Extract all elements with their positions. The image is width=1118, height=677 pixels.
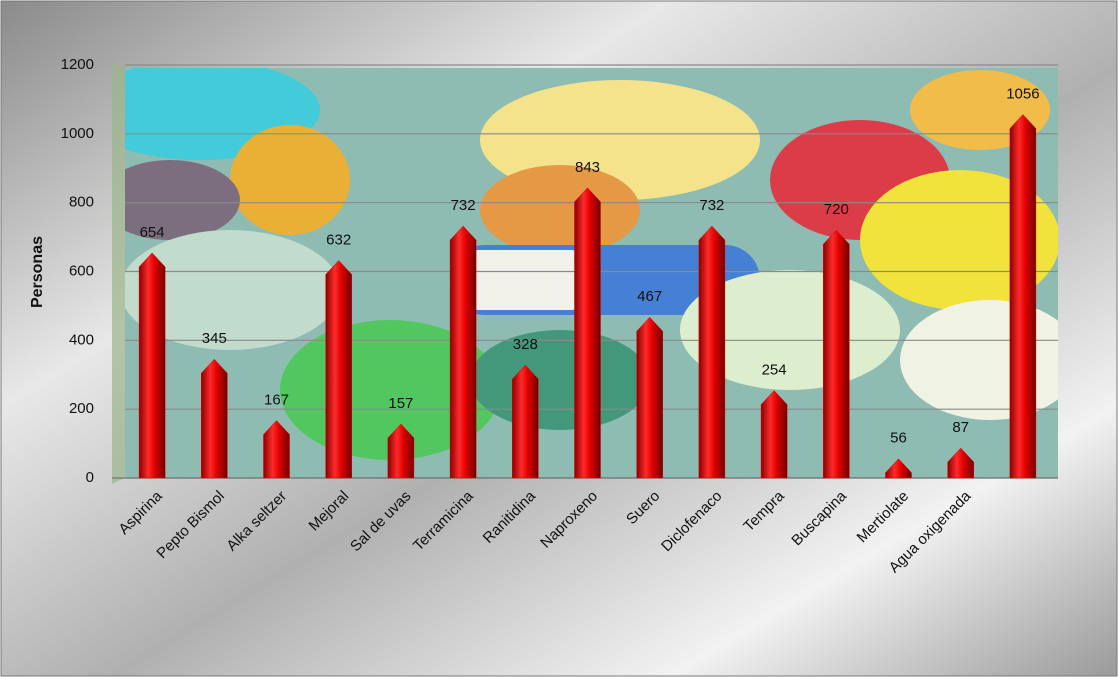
plot-side-wall <box>112 62 125 484</box>
data-label: 328 <box>513 336 538 353</box>
data-label: 467 <box>637 288 662 305</box>
data-label: 345 <box>202 330 227 347</box>
y-tick-label: 600 <box>69 262 94 279</box>
bar <box>947 447 974 479</box>
data-label: 632 <box>326 231 351 248</box>
y-axis-label: Personas <box>29 236 46 308</box>
bar <box>138 252 166 479</box>
bar <box>201 358 228 479</box>
bar <box>263 420 290 479</box>
y-tick-label: 400 <box>69 331 94 348</box>
data-label: 720 <box>824 201 849 218</box>
y-tick-label: 0 <box>86 469 94 486</box>
data-label: 167 <box>264 391 289 408</box>
data-label: 254 <box>762 362 787 379</box>
data-label: 732 <box>699 197 724 214</box>
bar <box>325 260 352 479</box>
y-tick-label: 200 <box>69 400 94 417</box>
data-label: 732 <box>451 197 476 214</box>
data-label: 157 <box>388 395 413 412</box>
data-label: 56 <box>890 430 907 447</box>
data-label: 654 <box>140 224 165 241</box>
data-label: 87 <box>952 419 969 436</box>
bar <box>574 187 601 479</box>
y-tick-label: 1000 <box>61 125 94 142</box>
bar <box>885 458 912 479</box>
data-label: 843 <box>575 159 600 176</box>
bar <box>449 225 477 479</box>
y-tick-label: 800 <box>69 194 94 211</box>
bar <box>387 423 415 479</box>
bar <box>512 364 539 479</box>
y-tick-label: 1200 <box>61 56 94 73</box>
data-label: 1056 <box>1006 86 1039 103</box>
bar <box>760 390 788 479</box>
bar <box>698 225 726 479</box>
bar <box>636 316 663 479</box>
bar <box>823 229 850 479</box>
bar <box>1009 114 1037 479</box>
